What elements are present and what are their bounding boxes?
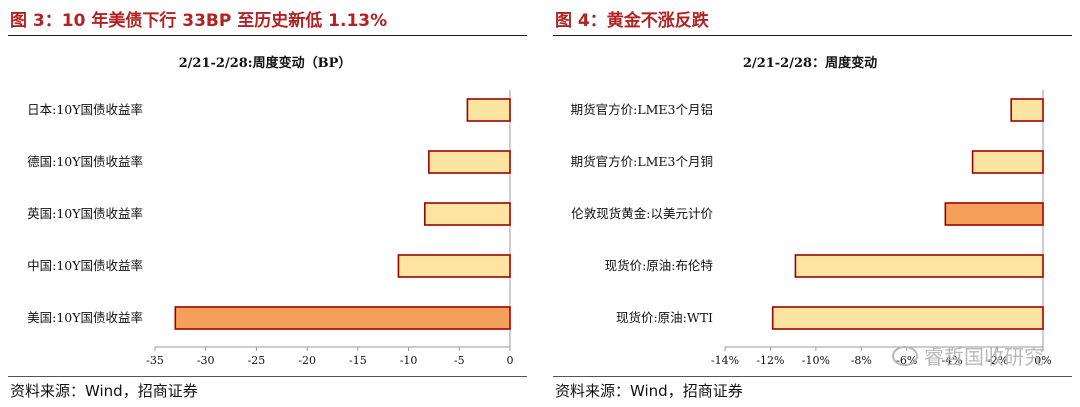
bar <box>466 98 511 122</box>
bar <box>971 150 1044 174</box>
figure-title: 图 3：10 年美债下行 33BP 至历史新低 1.13% <box>10 11 388 31</box>
title-divider <box>8 35 527 36</box>
bar <box>1010 98 1044 122</box>
figure-4-panel: 图 4：黄金不涨反跌 2/21-2/28：周度变动期货官方价:LME3个月铝 期货… <box>545 0 1080 407</box>
tick-label: -10 <box>400 354 418 367</box>
category-label: 现货价:原油:布伦特 <box>605 258 713 273</box>
category-label: 日本:10Y国债收益率 <box>27 102 143 117</box>
tick-label: -10% <box>802 354 830 367</box>
figure-title: 图 4：黄金不涨反跌 <box>555 11 709 31</box>
tick-label: -15 <box>349 354 367 367</box>
tick-label: -8% <box>851 354 872 367</box>
watermark-text: 睿哲国收研究 <box>924 345 1044 369</box>
source-divider <box>553 376 1072 377</box>
bar <box>771 306 1044 330</box>
tick-label: -30 <box>197 354 215 367</box>
source-divider <box>8 376 527 377</box>
wechat-icon <box>892 345 918 366</box>
chart-title: 2/21-2/28：周度变动 <box>743 55 877 71</box>
bond-yield-change-chart: 2/21-2/28:周度变动（BP） 日本:10Y国债收益率德国:10Y国债收益率… <box>27 55 514 367</box>
figure-3-panel: 图 3：10 年美债下行 33BP 至历史新低 1.13% 2/21-2/28:… <box>0 0 535 407</box>
category-label: 英国:10Y国债收益率 <box>27 206 143 221</box>
bar <box>794 254 1044 278</box>
title-divider <box>553 35 1072 36</box>
tick-label: -35 <box>146 354 164 367</box>
category-label: 伦敦现货黄金:以美元计价 <box>571 206 713 221</box>
source-note: 资料来源：Wind，招商证券 <box>555 382 743 400</box>
category-label: 中国:10Y国债收益率 <box>27 258 143 273</box>
category-label: 期货官方价:LME3个月铜 <box>571 154 713 169</box>
tick-label: 0 <box>507 354 514 367</box>
bar <box>423 202 511 226</box>
tick-label: -25 <box>248 354 266 367</box>
commodity-change-chart: 2/21-2/28：周度变动期货官方价:LME3个月铝期货官方价:LME3个月铜… <box>571 55 1052 367</box>
tick-label: -14% <box>711 354 739 367</box>
bar <box>397 254 511 278</box>
tick-label: -12% <box>756 354 784 367</box>
bar <box>944 202 1044 226</box>
tick-label: 0% <box>1034 354 1051 367</box>
tick-label: -5 <box>454 354 465 367</box>
category-label: 美国:10Y国债收益率 <box>27 310 143 325</box>
bar <box>428 150 511 174</box>
tick-label: -4% <box>942 354 963 367</box>
category-label: 德国:10Y国债收益率 <box>27 154 143 169</box>
watermark: 睿哲国收研究 <box>892 341 1044 370</box>
tick-label: -20 <box>298 354 316 367</box>
chart-title: 2/21-2/28:周度变动（BP） <box>179 55 352 71</box>
bar <box>174 306 511 330</box>
category-label: 期货官方价:LME3个月铝 <box>571 102 713 117</box>
source-note: 资料来源：Wind，招商证券 <box>10 382 198 400</box>
tick-label: -2% <box>987 354 1008 367</box>
category-label: 现货价:原油:WTI <box>616 310 713 325</box>
